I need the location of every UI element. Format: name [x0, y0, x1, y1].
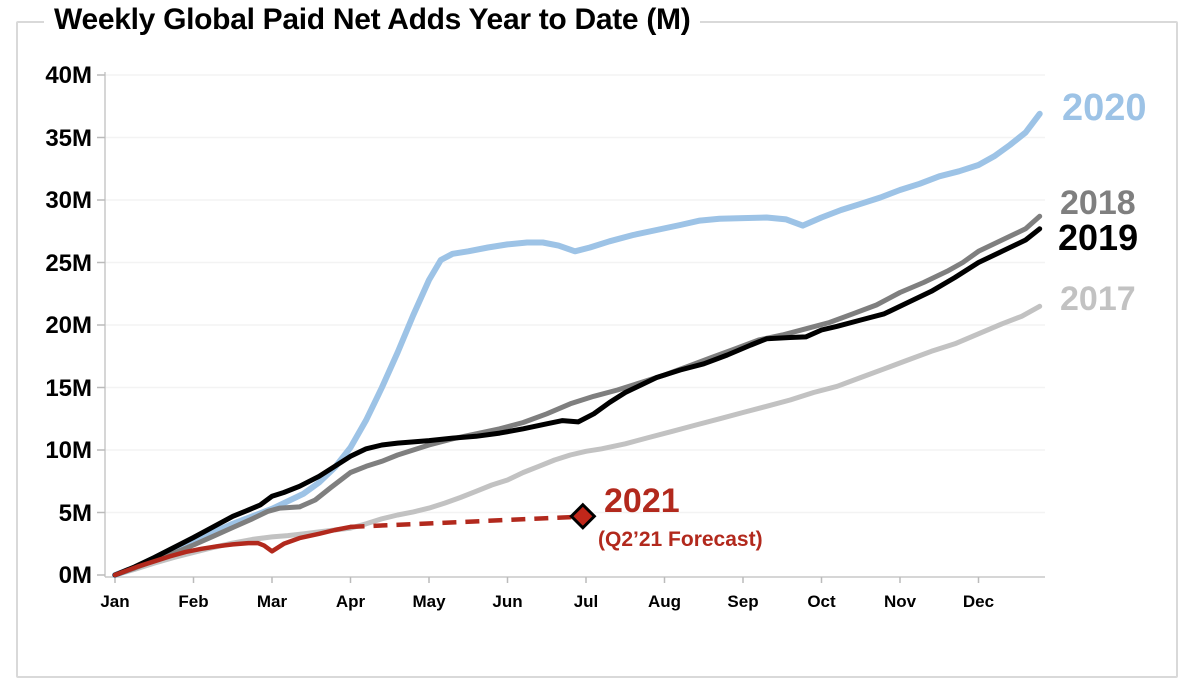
y-axis-label-20M: 20M [45, 312, 92, 339]
series-label-2017: 2017 [1060, 280, 1136, 318]
chart-title: Weekly Global Paid Net Adds Year to Date… [44, 3, 701, 37]
series-line-2020 [112, 110, 1043, 578]
series-line-2021 [112, 524, 353, 578]
y-axis-label-30M: 30M [45, 187, 92, 214]
x-axis-label-dec: Dec [962, 592, 995, 611]
y-axis-label-15M: 15M [45, 374, 92, 402]
series-label-2021: 2021 [604, 482, 680, 520]
series-line-2021-forecast-dashed [350, 514, 577, 530]
x-axis-label-nov: Nov [883, 592, 917, 611]
x-axis-label-sep: Sep [727, 592, 759, 611]
forecast-diamond-marker [569, 502, 597, 530]
x-axis-label-jun: Jun [492, 592, 523, 611]
series-line-2017 [112, 303, 1043, 578]
x-axis-label-feb: Feb [178, 592, 209, 611]
series-line-2018 [112, 213, 1043, 578]
x-axis-label-oct: Oct [807, 592, 836, 611]
x-axis-label-aug: Aug [647, 592, 682, 611]
series-line-2019 [112, 226, 1043, 578]
series-label-2020: 2020 [1062, 87, 1147, 129]
y-axis-label-25M: 25M [45, 249, 92, 277]
forecast-note: (Q2’21 Forecast) [598, 528, 763, 551]
x-axis-label-jul: Jul [573, 592, 599, 611]
y-axis-label-5M: 5M [58, 499, 92, 527]
y-axis-label-0M: 0M [58, 562, 92, 589]
y-axis-label-10M: 10M [45, 437, 92, 464]
x-axis-label-mar: Mar [256, 592, 288, 611]
series-label-2018: 2018 [1060, 184, 1136, 222]
y-axis-label-35M: 35M [45, 124, 92, 152]
x-axis-label-apr: Apr [335, 592, 366, 611]
x-axis-label-may: May [412, 592, 446, 611]
series-label-2019: 2019 [1058, 217, 1139, 258]
y-axis-label-40M: 40M [45, 62, 92, 89]
x-axis-label-jan: Jan [100, 592, 130, 611]
